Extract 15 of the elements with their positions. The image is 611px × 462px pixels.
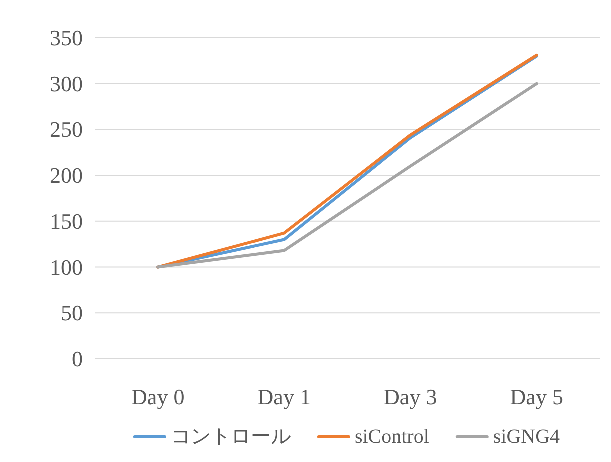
ytick: 200	[50, 163, 83, 188]
ytick: 300	[50, 71, 83, 96]
legend: コントロール	[170, 426, 291, 448]
ytick: 50	[61, 300, 83, 326]
legend: siControl	[354, 426, 430, 448]
xtick: Day 5	[510, 384, 564, 410]
ytick: 0	[72, 346, 83, 372]
legend: siGNG4	[493, 426, 560, 448]
xtick: Day 3	[384, 384, 438, 410]
xtick: Day 0	[132, 384, 185, 410]
ytick: 250	[50, 117, 83, 142]
ytick: 350	[50, 26, 83, 50]
ytick: 150	[50, 208, 83, 234]
xtick: Day 1	[258, 384, 311, 410]
ytick: 100	[50, 254, 83, 280]
